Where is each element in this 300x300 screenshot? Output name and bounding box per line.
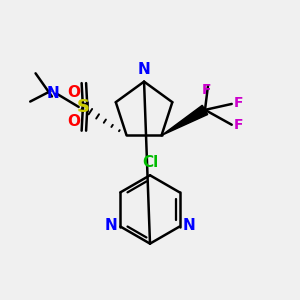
Text: N: N — [183, 218, 195, 233]
Text: F: F — [234, 96, 244, 110]
Text: N: N — [138, 62, 150, 77]
Text: O: O — [67, 114, 80, 129]
Text: N: N — [47, 86, 60, 101]
Polygon shape — [161, 105, 208, 135]
Text: S: S — [76, 98, 90, 116]
Text: N: N — [105, 218, 117, 233]
Text: O: O — [67, 85, 80, 100]
Text: Cl: Cl — [142, 155, 158, 170]
Text: F: F — [202, 83, 211, 97]
Text: F: F — [234, 118, 244, 132]
